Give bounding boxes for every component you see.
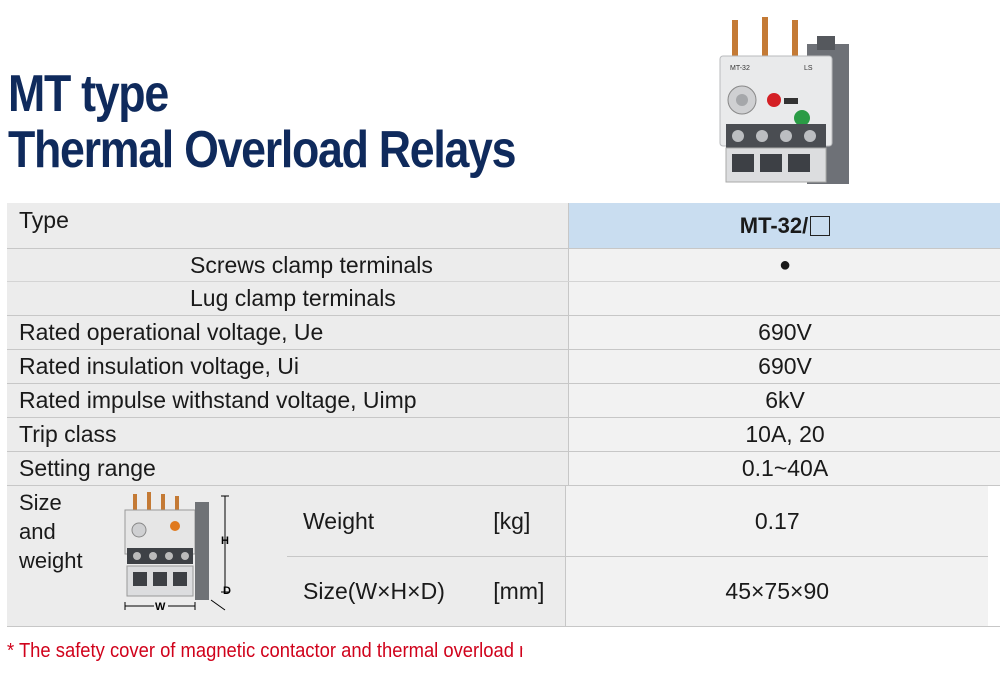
table-row-lug: Lug clamp terminals (7, 281, 1000, 316)
size-unit: [mm] (493, 557, 566, 626)
table-row-screws: Screws clamp terminals ● (7, 248, 1000, 282)
row-value: 10A, 20 (568, 417, 1000, 452)
title-line-1: MT type (8, 65, 169, 123)
lug-value (568, 281, 1000, 316)
size-weight-label: Size and weight (7, 488, 83, 575)
row-value: 690V (568, 315, 1000, 350)
row-value: 690V (568, 349, 1000, 384)
specification-table: Type MT-32/ Screws clamp terminals ● Lug… (7, 203, 1000, 627)
row-label: Rated impulse withstand voltage, Uimp (7, 383, 569, 418)
lug-label: Lug clamp terminals (7, 281, 569, 316)
row-label: Trip class (7, 417, 569, 452)
table-row-type: Type MT-32/ (7, 203, 1000, 249)
size-weight-label-2: and (19, 519, 56, 544)
relay-brand-text: LS (804, 65, 813, 72)
row-label: Rated operational voltage, Ue (7, 315, 569, 350)
row-value: 6kV (568, 383, 1000, 418)
size-label: Size(W×H×D) (287, 557, 494, 626)
weight-unit: [kg] (493, 486, 566, 556)
size-weight-cell: Size and weight (7, 486, 287, 626)
page-title: MT type Thermal Overload Relays (8, 65, 517, 179)
dim-w-text: W (155, 601, 166, 613)
table-row: Setting range 0.1~40A (7, 451, 1000, 486)
weight-value: 0.17 (565, 486, 988, 556)
table-row: Rated impulse withstand voltage, Uimp 6k… (7, 383, 1000, 418)
relay-model-text: MT-32 (730, 65, 750, 72)
screws-label: Screws clamp terminals (7, 248, 569, 282)
size-weight-label-3: weight (19, 548, 83, 573)
size-weight-label-1: Size (19, 490, 62, 515)
relay-product-image: MT-32 LS (719, 17, 849, 184)
type-header: MT-32/ (568, 203, 1000, 248)
placeholder-box-icon (810, 215, 831, 236)
table-row: Rated operational voltage, Ue 690V (7, 315, 1000, 350)
table-row: Trip class 10A, 20 (7, 417, 1000, 452)
dim-h-text: H (221, 535, 229, 547)
row-value: 0.1~40A (568, 451, 1000, 486)
size-value: 45×75×90 (565, 557, 988, 626)
weight-label: Weight (287, 486, 494, 556)
type-value: MT-32/ (739, 212, 809, 238)
title-line-2: Thermal Overload Relays (8, 121, 517, 179)
dimension-diagram: H W D (124, 492, 231, 613)
row-label: Setting range (7, 451, 569, 486)
row-label: Rated insulation voltage, Ui (7, 349, 569, 384)
footnote: * The safety cover of magnetic contactor… (7, 640, 523, 662)
type-label: Type (7, 203, 568, 248)
table-row-size-weight: Size and weight (7, 485, 1000, 627)
screws-value: ● (568, 248, 1000, 282)
table-row: Rated insulation voltage, Ui 690V (7, 349, 1000, 384)
dim-d-text: D (223, 585, 231, 597)
